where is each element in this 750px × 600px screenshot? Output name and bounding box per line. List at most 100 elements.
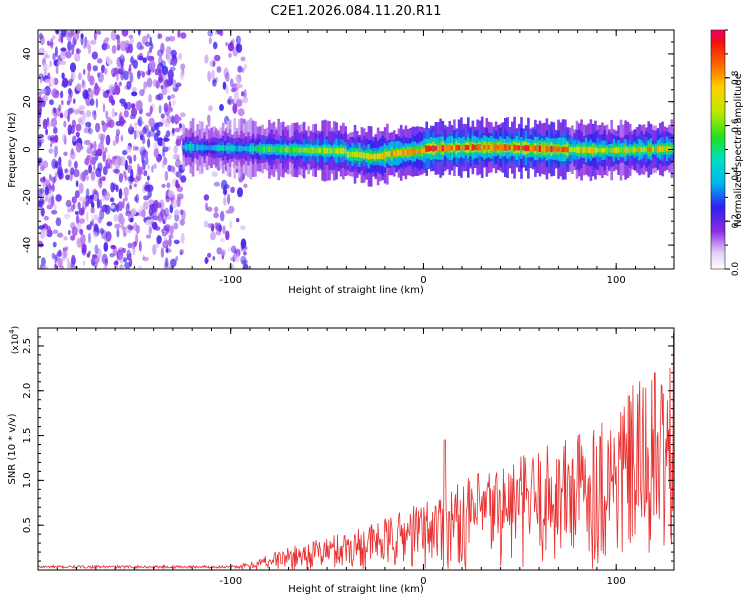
heatmap-cell	[99, 174, 102, 185]
heatmap-cell	[65, 174, 70, 181]
colorbar-label: Normalized spectral amplitude	[733, 73, 744, 227]
heatmap-cell	[416, 148, 419, 154]
heatmap-cell	[116, 228, 120, 238]
heatmap-cell	[93, 193, 98, 202]
heatmap-cell	[81, 80, 86, 89]
heatmap-cell	[161, 117, 166, 124]
heatmap-cell	[487, 145, 491, 150]
heatmap-cell	[397, 149, 401, 157]
heatmap-cell	[529, 145, 533, 152]
heatmap-cell	[82, 112, 87, 121]
heatmap-cell	[286, 146, 290, 153]
heatmap-cell	[626, 147, 630, 153]
heatmap-cell	[94, 30, 97, 41]
heatmap-cell	[167, 69, 174, 80]
heatmap-cell	[50, 117, 58, 128]
heatmap-cell	[86, 252, 91, 258]
heatmap-cell	[46, 225, 52, 235]
heatmap-cell	[147, 138, 151, 149]
heatmap-cell	[58, 169, 63, 180]
heatmap-cell	[571, 147, 574, 152]
heatmap-cell	[66, 257, 70, 264]
heatmap-cell	[156, 129, 161, 136]
heatmap-cell	[119, 116, 125, 127]
heatmap-cell	[367, 152, 371, 160]
heatmap-cell	[61, 82, 68, 88]
heatmap-cell	[156, 235, 162, 245]
heatmap-cell	[624, 147, 627, 153]
heatmap-cell	[210, 145, 213, 151]
heatmap-cell	[213, 54, 221, 62]
heatmap-cell	[145, 220, 150, 226]
heatmap-cell	[67, 208, 73, 213]
heatmap-cell	[149, 105, 153, 115]
heatmap-cell	[80, 206, 85, 215]
heatmap-cell	[164, 217, 167, 223]
tick-label: -100	[219, 275, 242, 286]
heatmap-cell	[227, 246, 231, 253]
heatmap-cell	[168, 78, 174, 86]
heatmap-cell	[89, 98, 95, 106]
heatmap-cell	[109, 253, 115, 258]
heatmap-cell	[219, 145, 223, 151]
heatmap-cell	[212, 145, 216, 151]
heatmap-cell	[228, 52, 232, 58]
heatmap-cell	[566, 146, 570, 153]
heatmap-cell	[101, 253, 108, 265]
heatmap-cell	[243, 183, 248, 188]
heatmap-cell	[108, 84, 115, 96]
heatmap-cell	[110, 244, 116, 250]
heatmap-cell	[649, 147, 653, 152]
heatmap-cell	[223, 184, 230, 190]
heatmap-cell	[137, 166, 144, 176]
heatmap-cell	[642, 147, 646, 152]
heatmap-cell	[237, 108, 245, 117]
heatmap-cell	[175, 179, 179, 189]
heatmap-cell	[60, 47, 67, 52]
heatmap-cell	[52, 52, 56, 61]
heatmap-cell	[203, 194, 210, 201]
heatmap-cell	[63, 151, 68, 156]
heatmap-cell	[43, 215, 49, 221]
heatmap-cell	[115, 265, 119, 269]
heatmap-cell	[75, 131, 80, 138]
heatmap-cell	[161, 65, 169, 76]
heatmap-cell	[83, 127, 89, 134]
heatmap-cell	[564, 147, 567, 152]
heatmap-cell	[191, 144, 195, 151]
heatmap-cell	[216, 247, 223, 255]
tick-label: 1.5	[22, 428, 33, 444]
tick-label: 2.5	[22, 338, 33, 354]
heatmap-cell	[436, 145, 440, 152]
heatmap-cell	[97, 162, 103, 172]
heatmap-cell	[232, 38, 235, 45]
heatmap-cell	[92, 114, 97, 120]
heatmap-cell	[561, 146, 565, 153]
heatmap-cell	[71, 196, 77, 204]
heatmap-cell	[196, 144, 199, 151]
heatmap-cell	[54, 112, 58, 119]
heatmap-cell	[54, 46, 58, 58]
heatmap-cell	[214, 144, 218, 151]
heatmap-cell	[501, 144, 505, 151]
heatmap-cell	[65, 199, 72, 208]
heatmap-cell	[160, 247, 165, 258]
heatmap-cell	[490, 144, 493, 151]
heatmap-cell	[92, 65, 99, 72]
heatmap-cell	[210, 231, 216, 241]
heatmap-cell	[46, 204, 53, 210]
heatmap-cell	[381, 152, 384, 159]
heatmap-cell	[129, 217, 134, 223]
heatmap-cell	[234, 253, 240, 263]
heatmap-cell	[104, 204, 111, 215]
heatmap-cell	[545, 145, 549, 152]
heatmap-cell	[383, 152, 387, 159]
heatmap-cell	[145, 112, 152, 117]
heatmap-cell	[110, 162, 113, 170]
heatmap-cell	[228, 263, 235, 269]
heatmap-cell	[96, 30, 102, 35]
figure-title: C2E1.2026.084.11.20.R11	[270, 4, 441, 19]
heatmap-cell	[179, 249, 182, 256]
heatmap-cell	[552, 146, 556, 152]
